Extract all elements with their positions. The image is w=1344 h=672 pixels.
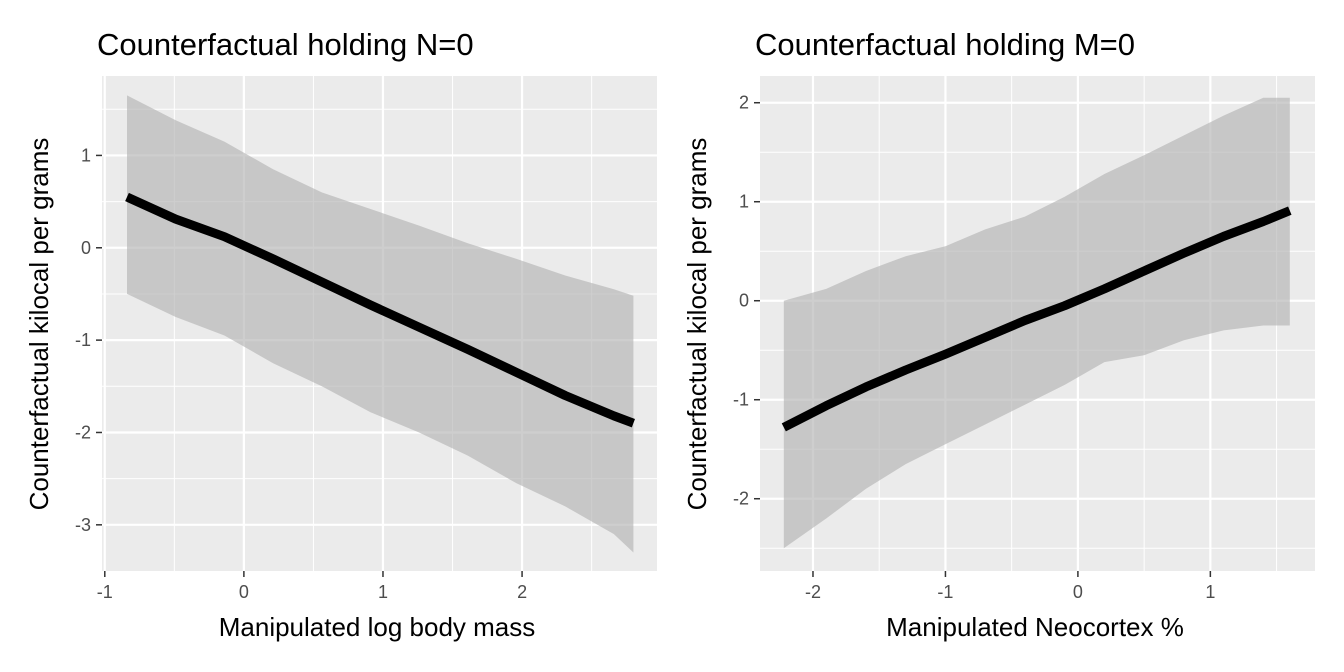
left-y-tick-label: 1 <box>81 145 91 165</box>
left-y-tick-label: -1 <box>75 330 91 350</box>
left-x-tick-label: 2 <box>517 582 527 602</box>
right-x-tick-label: 0 <box>1073 582 1083 602</box>
left-y-tick-label: -2 <box>75 422 91 442</box>
left-y-tick-label: -3 <box>75 515 91 535</box>
left-confidence-band <box>127 95 634 553</box>
right-x-axis-title: Manipulated Neocortex % <box>886 612 1184 642</box>
right-confidence-band <box>783 97 1290 549</box>
left-x-axis-title: Manipulated log body mass <box>219 612 536 642</box>
right-x-tick-label: -2 <box>805 582 821 602</box>
right-y-tick-label: 2 <box>739 93 749 113</box>
left-x-tick-label: 0 <box>239 582 249 602</box>
right-y-tick-label: -2 <box>733 489 749 509</box>
left-x-tick-label: 1 <box>378 582 388 602</box>
right-y-tick-label: 0 <box>739 291 749 311</box>
left-y-axis-title: Counterfactual kilocal per grams <box>24 138 54 511</box>
right-chart-title: Counterfactual holding M=0 <box>755 27 1135 62</box>
right-x-tick-label: -1 <box>937 582 953 602</box>
left-mean-line <box>125 192 635 428</box>
right-y-axis-title: Counterfactual kilocal per grams <box>682 138 712 511</box>
left-x-tick-label: -1 <box>97 582 113 602</box>
right-x-tick-label: 1 <box>1205 582 1215 602</box>
left-panel: Counterfactual holding N=0 Manipulated l… <box>24 27 657 642</box>
left-y-tick-label: 0 <box>81 238 91 258</box>
right-y-tick-label: 1 <box>739 192 749 212</box>
right-y-tick-label: -1 <box>733 390 749 410</box>
left-chart-title: Counterfactual holding N=0 <box>97 27 474 62</box>
right-panel: Counterfactual holding M=0 Manipulated N… <box>682 27 1315 642</box>
right-mean-line <box>781 206 1292 432</box>
